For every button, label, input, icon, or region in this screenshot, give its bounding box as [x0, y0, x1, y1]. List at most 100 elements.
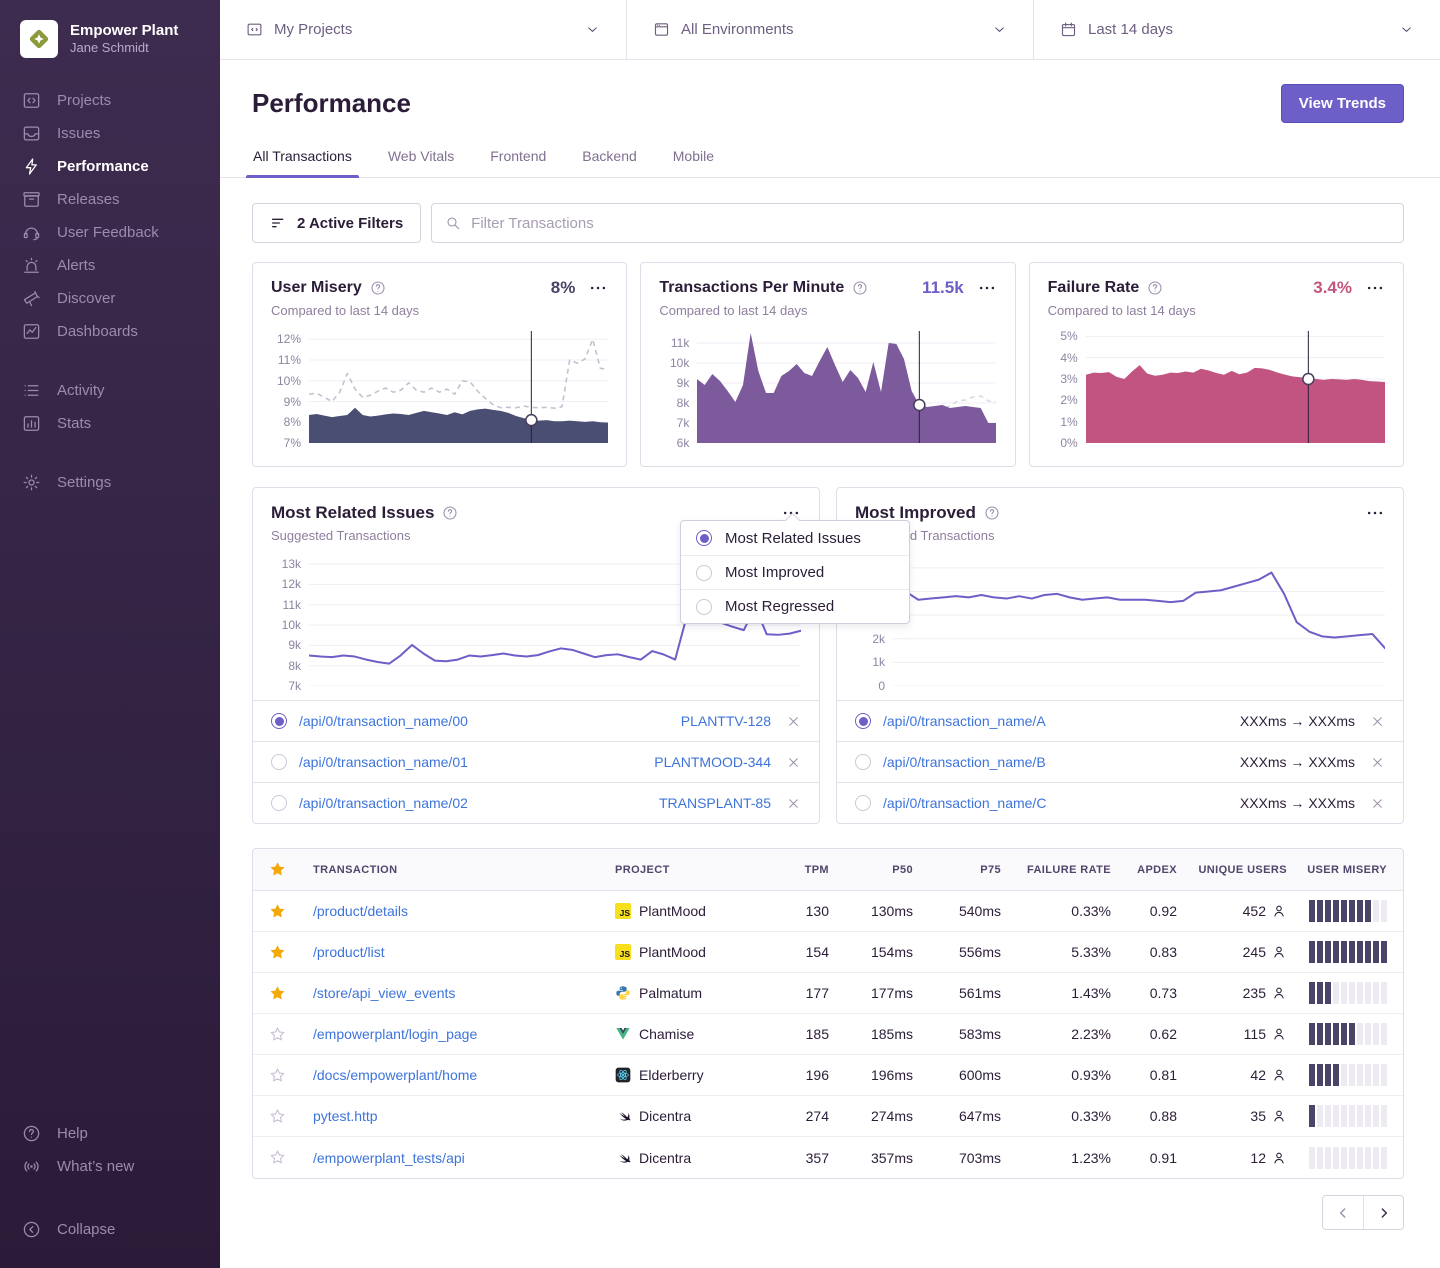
column-header-failure-rate[interactable]: FAILURE RATE — [1001, 864, 1111, 876]
issue-link[interactable]: TRANSPLANT-85 — [659, 795, 771, 811]
help-icon[interactable] — [370, 280, 386, 296]
dropdown-option[interactable]: Most Regressed — [681, 589, 909, 623]
column-header-p50[interactable]: P50 — [829, 864, 913, 876]
star-icon[interactable] — [269, 903, 286, 920]
transaction-link[interactable]: /api/0/transaction_name/B — [883, 754, 1046, 770]
chart-plot[interactable] — [697, 331, 996, 443]
radio-button[interactable] — [855, 713, 871, 729]
column-header-apdex[interactable]: APDEX — [1111, 864, 1177, 876]
radio-button[interactable] — [271, 795, 287, 811]
project-cell[interactable]: JSPlantMood — [615, 944, 765, 960]
date-range-selector[interactable]: Last 14 days — [1033, 0, 1440, 59]
tab-frontend[interactable]: Frontend — [489, 140, 547, 177]
issue-link[interactable]: PLANTMOOD-344 — [654, 754, 771, 770]
transaction-link[interactable]: /store/api_view_events — [313, 985, 615, 1001]
transaction-link[interactable]: /api/0/transaction_name/A — [883, 713, 1046, 729]
help-icon[interactable] — [442, 505, 458, 521]
close-icon[interactable] — [786, 796, 801, 811]
previous-page-button[interactable] — [1323, 1196, 1363, 1229]
star-icon[interactable] — [269, 985, 286, 1002]
sidebar-item-discover[interactable]: Discover — [0, 282, 220, 315]
transaction-link[interactable]: /api/0/transaction_name/C — [883, 795, 1046, 811]
radio-button[interactable] — [271, 713, 287, 729]
column-header-user-misery[interactable]: USER MISERY — [1287, 864, 1387, 876]
help-icon[interactable] — [984, 505, 1000, 521]
view-trends-button[interactable]: View Trends — [1281, 84, 1404, 123]
sidebar-item-dashboards[interactable]: Dashboards — [0, 315, 220, 348]
tab-mobile[interactable]: Mobile — [672, 140, 715, 177]
issue-link[interactable]: PLANTTV-128 — [681, 713, 771, 729]
dropdown-option[interactable]: Most Related Issues — [681, 521, 909, 555]
column-header-unique-users[interactable]: UNIQUE USERS — [1177, 864, 1287, 876]
transaction-link[interactable]: /product/list — [313, 944, 615, 960]
transaction-link[interactable]: /docs/empowerplant/home — [313, 1067, 615, 1083]
close-icon[interactable] — [786, 755, 801, 770]
project-cell[interactable]: JSPlantMood — [615, 903, 765, 919]
radio-button[interactable] — [855, 795, 871, 811]
tab-backend[interactable]: Backend — [581, 140, 637, 177]
column-header-transaction[interactable]: TRANSACTION — [313, 864, 615, 876]
star-icon[interactable] — [269, 944, 286, 961]
sidebar-item-performance[interactable]: Performance — [0, 150, 220, 183]
project-cell[interactable]: Palmatum — [615, 985, 765, 1001]
chart-plot[interactable] — [893, 556, 1385, 686]
org-switcher[interactable]: Empower Plant Jane Schmidt — [0, 16, 220, 84]
transaction-link[interactable]: /empowerplant_tests/api — [313, 1150, 615, 1166]
chart-plot[interactable] — [1086, 331, 1385, 443]
chart-plot[interactable] — [309, 331, 608, 443]
environment-selector[interactable]: All Environments — [626, 0, 1033, 59]
sidebar-item-help[interactable]: Help — [0, 1117, 220, 1150]
tab-all-transactions[interactable]: All Transactions — [252, 140, 353, 177]
transaction-link[interactable]: /product/details — [313, 903, 615, 919]
sidebar-item-activity[interactable]: Activity — [0, 374, 220, 407]
sidebar-item-user-feedback[interactable]: User Feedback — [0, 216, 220, 249]
transaction-link[interactable]: /api/0/transaction_name/02 — [299, 795, 468, 811]
column-header-project[interactable]: PROJECT — [615, 864, 765, 876]
sidebar-item-issues[interactable]: Issues — [0, 117, 220, 150]
tab-web-vitals[interactable]: Web Vitals — [387, 140, 455, 177]
active-filters-button[interactable]: 2 Active Filters — [252, 203, 421, 243]
star-icon[interactable] — [269, 861, 286, 878]
transaction-link[interactable]: /api/0/transaction_name/01 — [299, 754, 468, 770]
project-cell[interactable]: Elderberry — [615, 1067, 765, 1083]
sidebar-item-whats-new[interactable]: What’s new — [0, 1150, 220, 1183]
sidebar-item-collapse[interactable]: Collapse — [0, 1213, 220, 1246]
close-icon[interactable] — [1370, 714, 1385, 729]
sidebar-item-stats[interactable]: Stats — [0, 407, 220, 440]
star-icon[interactable] — [269, 1108, 286, 1125]
transaction-link[interactable]: /api/0/transaction_name/00 — [299, 713, 468, 729]
star-icon[interactable] — [269, 1149, 286, 1166]
star-icon[interactable] — [269, 1026, 286, 1043]
next-page-button[interactable] — [1363, 1196, 1403, 1229]
sidebar-item-projects[interactable]: Projects — [0, 84, 220, 117]
sidebar-item-releases[interactable]: Releases — [0, 183, 220, 216]
dropdown-option[interactable]: Most Improved — [681, 555, 909, 589]
star-icon[interactable] — [269, 1067, 286, 1084]
search-input[interactable] — [471, 215, 1390, 232]
radio-button[interactable] — [271, 754, 287, 770]
close-icon[interactable] — [786, 714, 801, 729]
card-menu-button[interactable] — [1365, 278, 1385, 298]
help-icon[interactable] — [852, 280, 868, 296]
project-cell[interactable]: Chamise — [615, 1026, 765, 1042]
close-icon[interactable] — [1370, 796, 1385, 811]
project-cell[interactable]: Dicentra — [615, 1108, 765, 1124]
radio-button[interactable] — [855, 754, 871, 770]
help-icon[interactable] — [1147, 280, 1163, 296]
y-tick-label: 11% — [278, 353, 301, 367]
close-icon[interactable] — [1370, 755, 1385, 770]
p50-value: 357ms — [829, 1150, 913, 1166]
column-header-p75[interactable]: P75 — [913, 864, 1001, 876]
column-header-tpm[interactable]: TPM — [765, 864, 829, 876]
most-improved-panel: Most Improved Suggested Transactions 5k4… — [836, 487, 1404, 824]
transaction-link[interactable]: /empowerplant/login_page — [313, 1026, 615, 1042]
card-menu-button[interactable] — [977, 278, 997, 298]
transaction-link[interactable]: pytest.http — [313, 1108, 615, 1124]
sidebar-item-alerts[interactable]: Alerts — [0, 249, 220, 282]
project-name: Chamise — [639, 1026, 694, 1042]
sidebar-item-settings[interactable]: Settings — [0, 466, 220, 499]
project-cell[interactable]: Dicentra — [615, 1150, 765, 1166]
panel-menu-button[interactable] — [1365, 503, 1385, 523]
card-menu-button[interactable] — [588, 278, 608, 298]
project-selector[interactable]: My Projects — [220, 0, 626, 59]
